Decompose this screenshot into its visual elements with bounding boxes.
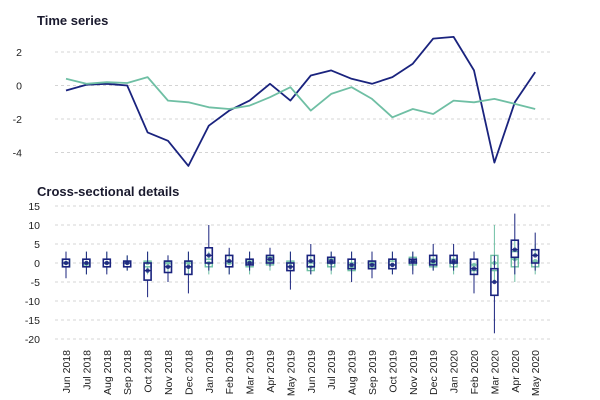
- median-dot-series1-oct-2019: [390, 262, 395, 268]
- ytick-label-bottom--10: -10: [25, 296, 40, 308]
- median-dot-series1-jun-2019: [308, 258, 313, 264]
- box-series1-apr-2020: [510, 239, 520, 259]
- ytick-label-top-2: 2: [16, 47, 22, 59]
- xtick-label-jul-2019: Jul 2019: [326, 350, 338, 390]
- median-dot-series1-aug-2018: [104, 260, 110, 266]
- xtick-label-may-2020: May 2020: [530, 350, 542, 396]
- median-dot-series1-jun-2018: [63, 260, 69, 266]
- chart-title-cross-sectional: Cross-sectional details: [37, 184, 179, 199]
- xtick-label-sep-2018: Sep 2018: [122, 350, 134, 395]
- median-dot-series1-nov-2018: [165, 264, 171, 269]
- ytick-label-bottom-5: 5: [34, 239, 40, 251]
- ytick-label-top-0: 0: [16, 81, 22, 93]
- xtick-label-may-2019: May 2019: [285, 350, 297, 396]
- xtick-label-mar-2020: Mar 2020: [489, 350, 501, 395]
- median-dot-series1-jan-2020: [451, 258, 456, 264]
- median-dot-series2-feb-2020: [471, 262, 477, 268]
- ytick-label-bottom--15: -15: [25, 315, 40, 327]
- ytick-label-bottom-15: 15: [28, 201, 40, 213]
- series-line-1: [65, 36, 536, 167]
- median-dot-series1-nov-2019: [410, 258, 415, 264]
- xtick-label-oct-2019: Oct 2019: [387, 350, 399, 393]
- series-line-2: [65, 76, 536, 119]
- median-dot-series1-oct-2018: [145, 268, 150, 273]
- xtick-label-jun-2019: Jun 2019: [306, 350, 318, 393]
- median-dot-series1-feb-2019: [227, 258, 232, 264]
- median-dot-series1-apr-2020: [512, 247, 517, 252]
- ytick-label-top--2: -2: [13, 114, 22, 126]
- xtick-label-mar-2019: Mar 2019: [245, 350, 257, 395]
- xtick-label-nov-2019: Nov 2019: [408, 350, 420, 395]
- median-dot-series1-dec-2019: [431, 258, 436, 264]
- ytick-label-bottom-10: 10: [28, 220, 40, 232]
- median-dot-series1-feb-2020: [471, 266, 477, 271]
- xtick-label-feb-2020: Feb 2020: [469, 350, 481, 395]
- xtick-label-feb-2019: Feb 2019: [224, 350, 236, 395]
- median-dot-series1-mar-2020: [492, 279, 497, 285]
- xtick-label-jul-2018: Jul 2018: [81, 350, 93, 390]
- box-series1-dec-2018: [184, 260, 193, 276]
- median-dot-series1-sep-2019: [369, 262, 375, 268]
- ytick-label-bottom--20: -20: [25, 334, 40, 346]
- xtick-label-dec-2019: Dec 2019: [428, 350, 440, 395]
- median-dot-series1-aug-2019: [349, 262, 354, 268]
- xtick-label-jan-2019: Jan 2019: [204, 350, 216, 393]
- box-series1-aug-2019: [347, 258, 356, 270]
- xtick-label-apr-2020: Apr 2020: [510, 350, 522, 393]
- xtick-label-nov-2018: Nov 2018: [163, 350, 175, 395]
- median-dot-series1-dec-2018: [186, 264, 191, 269]
- xtick-label-oct-2018: Oct 2018: [143, 350, 155, 393]
- median-dot-series1-may-2020: [533, 253, 538, 258]
- xtick-label-jun-2018: Jun 2018: [61, 350, 73, 393]
- median-dot-series2-may-2020: [533, 258, 538, 264]
- box-series1-feb-2020: [469, 258, 479, 276]
- box-series1-oct-2018: [143, 262, 152, 281]
- xtick-label-apr-2019: Apr 2019: [265, 350, 277, 393]
- box-series1-oct-2019: [388, 258, 397, 270]
- median-dot-series1-sep-2018: [125, 260, 130, 266]
- xtick-label-dec-2018: Dec 2018: [183, 350, 195, 395]
- cross-sectional-plot: -20 -15 -10 -5 0 5 10 15 Jun 2018 Jul 2018 Aug 201…: [25, 201, 552, 396]
- xtick-label-aug-2018: Aug 2018: [102, 350, 114, 395]
- box-series1-may-2020: [530, 248, 540, 264]
- median-dot-series1-jul-2018: [84, 260, 89, 266]
- xtick-label-sep-2019: Sep 2019: [367, 350, 379, 395]
- ytick-label-bottom--5: -5: [31, 277, 40, 289]
- box-series1-dec-2019: [428, 254, 438, 266]
- median-dot-series1-mar-2019: [247, 260, 252, 266]
- median-dot-series1-jan-2019: [206, 253, 211, 258]
- median-dot-series1-apr-2019: [267, 257, 273, 262]
- chart-title-time-series: Time series: [37, 13, 108, 28]
- median-dot-series1-may-2019: [288, 264, 293, 269]
- xtick-label-jan-2020: Jan 2020: [449, 350, 461, 393]
- median-dot-series1-jul-2019: [329, 258, 334, 264]
- ytick-label-bottom-0: 0: [34, 258, 40, 270]
- time-series-plot: -4 -2 0 2: [13, 36, 552, 167]
- xtick-label-aug-2019: Aug 2019: [347, 350, 359, 395]
- ytick-label-top--4: -4: [13, 148, 22, 160]
